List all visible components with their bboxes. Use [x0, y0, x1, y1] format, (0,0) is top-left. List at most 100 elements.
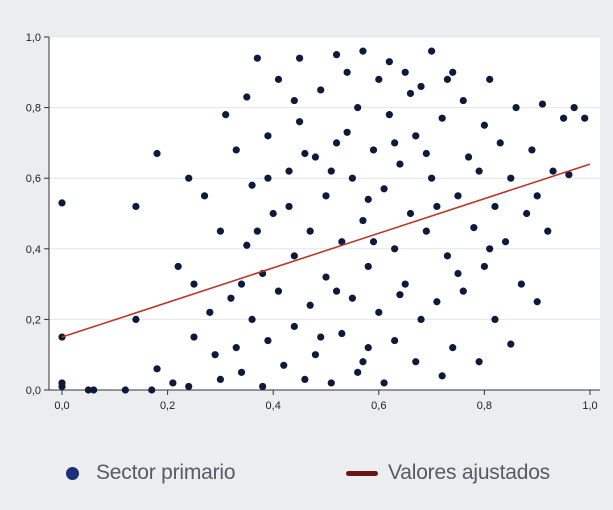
scatter-point: [354, 104, 362, 112]
scatter-point: [311, 153, 320, 161]
scatter-point: [132, 202, 140, 211]
scatter-point: [200, 192, 209, 200]
scatter-point: [216, 375, 224, 384]
scatter-point: [169, 379, 177, 387]
scatter-point: [121, 386, 129, 394]
scatter-point: [274, 287, 283, 295]
scatter-point: [290, 322, 298, 331]
scatter-point: [422, 227, 430, 235]
scatter-point: [248, 315, 256, 323]
scatter-point: [285, 202, 293, 211]
scatter-point: [332, 139, 341, 147]
legend-label-valores-ajustados: Valores ajustados: [388, 461, 550, 484]
scatter-point: [348, 174, 356, 182]
scatter-point: [364, 344, 372, 352]
scatter-point: [417, 82, 425, 91]
scatter-point: [401, 68, 409, 76]
scatter-point: [433, 202, 441, 211]
scatter-point: [343, 128, 351, 136]
scatter-point: [438, 114, 446, 122]
scatter-point: [264, 174, 272, 182]
scatter-point: [237, 368, 246, 376]
scatter-point: [369, 146, 378, 154]
legend-item-sector-primario: Sector primario: [66, 458, 236, 488]
scatter-point: [296, 118, 304, 126]
scatter-point: [491, 315, 499, 323]
scatter-point: [359, 216, 367, 225]
scatter-point: [560, 114, 568, 122]
scatter-point: [174, 262, 182, 271]
y-tick-label: 0,6: [26, 173, 41, 185]
x-tick-label: 0,8: [477, 400, 492, 412]
scatter-point: [417, 315, 425, 323]
scatter-plot: 0,0 0,2 0,4 0,6 0,8 1,0 0,0 0,2 0,4 0,6 0,8 1,0: [26, 32, 600, 412]
scatter-point: [348, 294, 356, 302]
scatter-point: [533, 192, 541, 200]
scatter-point: [274, 75, 283, 83]
x-tick-label: 0,6: [371, 400, 386, 412]
scatter-point: [470, 224, 478, 232]
scatter-point: [428, 47, 436, 55]
fitted-line: [61, 163, 591, 338]
scatter-point: [422, 149, 430, 158]
legend-label-sector-primario: Sector primario: [96, 461, 236, 484]
scatter-point: [90, 386, 98, 394]
y-tick-label: 0,8: [26, 103, 41, 115]
scatter-point: [211, 351, 219, 359]
scatter-point: [496, 139, 504, 147]
scatter-point: [153, 149, 161, 158]
scatter-point: [385, 58, 393, 66]
scatter-point: [380, 185, 388, 193]
scatter-point: [517, 280, 525, 288]
scatter-point: [190, 280, 198, 288]
scatter-point: [491, 202, 499, 211]
scatter-point: [153, 365, 161, 373]
scatter-point: [480, 262, 488, 271]
scatter-point: [507, 174, 515, 182]
scatter-point: [364, 262, 372, 271]
scatter-point: [317, 333, 325, 341]
scatter-point: [301, 149, 309, 158]
legend: Sector primario Valores ajustados: [0, 450, 613, 500]
scatter-point: [459, 96, 467, 105]
scatter-point: [343, 68, 351, 76]
scatter-point: [290, 96, 298, 105]
scatter-point: [380, 379, 388, 387]
x-tick-label: 0,0: [54, 400, 69, 412]
scatter-point: [533, 298, 541, 306]
scatter-point: [332, 51, 341, 59]
scatter-point: [401, 280, 409, 288]
y-tick-label: 1,0: [26, 32, 41, 44]
scatter-point: [523, 209, 531, 218]
scatter-point: [396, 160, 404, 168]
scatter-point: [354, 368, 362, 376]
scatter-point: [84, 386, 92, 394]
scatter-point: [327, 379, 335, 387]
scatter-point: [359, 47, 367, 55]
scatter-point: [565, 171, 573, 179]
scatter-point: [464, 153, 473, 161]
scatter-point: [222, 111, 230, 119]
legend-item-valores-ajustados: Valores ajustados: [346, 458, 550, 488]
scatter-point: [58, 382, 66, 391]
scatter-point: [391, 139, 399, 147]
scatter-point: [243, 241, 251, 249]
scatter-point: [475, 167, 483, 175]
scatter-point: [454, 192, 462, 200]
scatter-point: [438, 372, 446, 380]
scatter-point: [449, 68, 457, 76]
scatter-point: [406, 89, 415, 98]
scatter-point: [359, 358, 367, 366]
scatter-point: [433, 298, 441, 306]
scatter-point: [253, 227, 261, 235]
scatter-point: [391, 336, 399, 345]
scatter-point: [364, 195, 372, 203]
scatter-point: [581, 114, 589, 122]
scatter-point: [216, 227, 224, 235]
scatter-point: [232, 344, 240, 352]
y-tick-label: 0,2: [26, 314, 41, 326]
legend-marker-line: [346, 470, 378, 476]
x-tick-label: 1,0: [582, 400, 597, 412]
scatter-point: [332, 287, 341, 295]
scatter-point: [306, 301, 314, 309]
